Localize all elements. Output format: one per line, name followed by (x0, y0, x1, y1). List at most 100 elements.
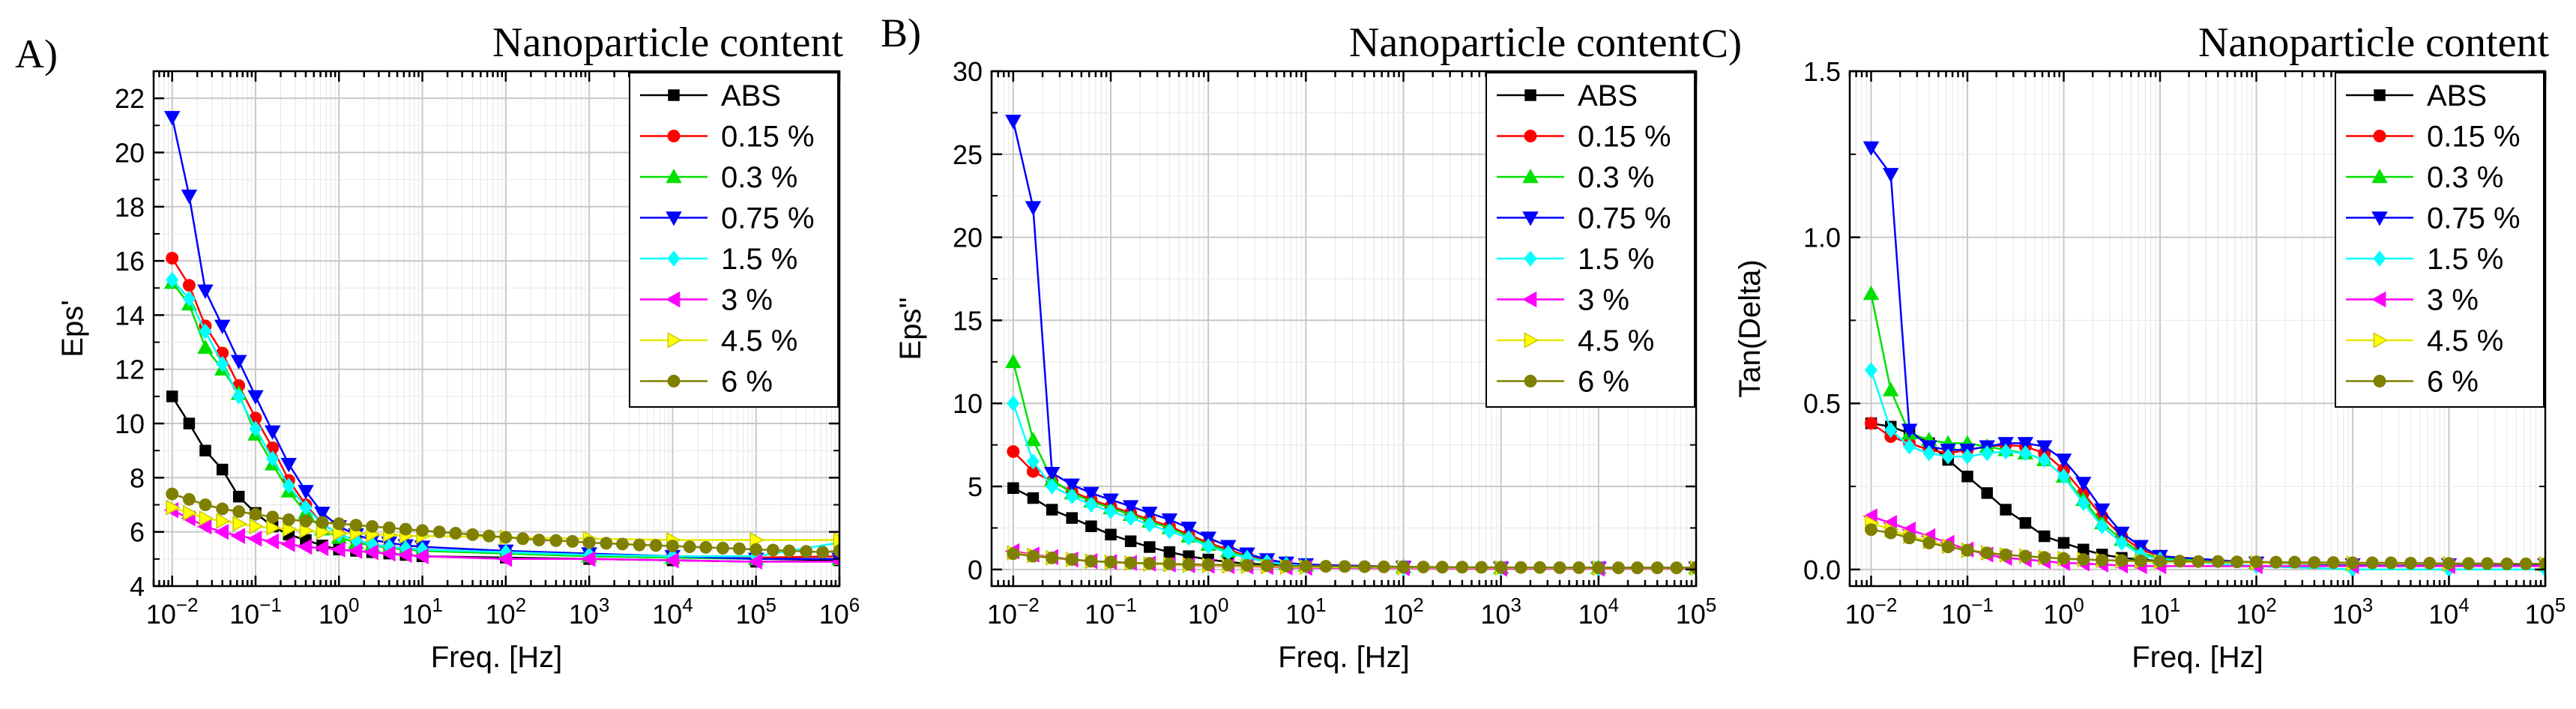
x-axis-label: Freq. [Hz] (2132, 641, 2263, 674)
legend-label: ABS (2427, 79, 2487, 112)
y-tick-label: 30 (953, 56, 983, 87)
data-point (499, 531, 513, 544)
legend-label: 0.15 % (2427, 121, 2521, 154)
data-point (1143, 516, 1156, 533)
legend-marker (1524, 250, 1537, 267)
data-point (1494, 561, 1508, 574)
y-tick-label: 1.0 (1803, 223, 1841, 253)
legend-item: 0.3 % (1497, 161, 1654, 194)
data-point (1143, 557, 1156, 570)
data-point (1161, 513, 1178, 528)
x-tick-label: 102 (486, 594, 527, 630)
data-point (1670, 561, 1683, 575)
x-tick-label: 10−2 (1845, 594, 1898, 630)
x-tick-label: 100 (1188, 594, 1229, 630)
panel-label: C) (1701, 21, 1742, 66)
y-axis-label: Tan(Delta) (1734, 259, 1767, 398)
x-tick-label: 104 (2428, 594, 2470, 630)
legend-item: 4.5 % (2346, 325, 2503, 357)
y-tick-label: 6 (130, 517, 145, 548)
data-point (1999, 443, 2012, 460)
data-point (364, 544, 378, 561)
data-point (1162, 557, 1176, 570)
data-point (166, 390, 178, 402)
data-point (1180, 522, 1197, 537)
data-point (1005, 353, 1022, 369)
data-point (1862, 285, 1880, 301)
data-point (266, 450, 280, 467)
data-point (2038, 451, 2051, 468)
data-point (1883, 381, 1899, 396)
panel-label: B) (881, 10, 921, 55)
data-point (1025, 431, 1042, 447)
x-tick-label: 10−1 (1085, 594, 1137, 630)
x-tick-label: 100 (2043, 594, 2084, 630)
data-point (2250, 555, 2263, 569)
legend-label: 4.5 % (721, 325, 797, 357)
data-point (347, 543, 363, 559)
data-point (1865, 523, 1877, 537)
data-point (280, 457, 297, 473)
data-point (1085, 496, 1098, 513)
data-point (432, 525, 446, 539)
data-point (2404, 556, 2417, 570)
data-point (1046, 478, 1059, 495)
chart-title: Nanoparticle content (1349, 19, 1700, 66)
data-point (230, 528, 245, 544)
data-point (1104, 503, 1117, 519)
chart-title: Nanoparticle content (492, 19, 843, 66)
data-point (1864, 362, 1878, 378)
data-point (1884, 422, 1898, 438)
legend-label: 0.75 % (1578, 202, 1671, 235)
legend-item: 1.5 % (640, 243, 797, 276)
data-point (1941, 448, 1955, 465)
legend-label: 6 % (2427, 366, 2479, 399)
data-point (600, 537, 613, 550)
legend-item: 0.3 % (2346, 161, 2503, 194)
data-point (181, 190, 198, 205)
legend-item: 0.75 % (1497, 202, 1671, 235)
legend-marker (2371, 169, 2388, 184)
data-point (249, 518, 264, 535)
data-point (1046, 551, 1059, 564)
legend-marker (667, 250, 681, 267)
legend-item: 0.75 % (640, 202, 815, 235)
data-point (1279, 559, 1293, 573)
y-tick-label: 5 (968, 471, 983, 502)
data-point (1358, 560, 1372, 573)
legend-item: ABS (2346, 79, 2487, 112)
data-point (216, 513, 231, 529)
x-tick-label: 103 (2332, 594, 2374, 630)
legend-item: 6 % (2346, 366, 2479, 399)
legend-item: 3 % (2346, 284, 2479, 317)
y-tick-label: 12 (115, 354, 145, 385)
legend-label: 4.5 % (1578, 325, 1654, 357)
data-point (1650, 561, 1664, 575)
data-point (2038, 530, 2051, 543)
data-point (449, 527, 462, 540)
legend-marker (1524, 89, 1536, 101)
panel-c: 0.0 0.5 1.0 1.5 10−2 10−1 100 101 102 103 104 105 Fr… (1701, 19, 2566, 674)
panel-label: A) (15, 31, 58, 76)
y-tick-label: 0 (968, 555, 983, 585)
data-point (1085, 520, 1097, 532)
data-point (216, 463, 229, 476)
y-tick-label: 15 (953, 305, 983, 336)
data-point (182, 279, 196, 292)
data-point (2115, 534, 2129, 552)
data-point (249, 420, 262, 437)
data-point (264, 533, 280, 550)
data-point (1182, 558, 1195, 571)
data-point (582, 536, 596, 549)
legend-marker (667, 375, 681, 387)
legend-label: 6 % (721, 366, 773, 399)
data-point (581, 551, 596, 567)
data-point (2017, 437, 2034, 452)
data-point (1397, 561, 1410, 573)
y-tick-label: 14 (115, 300, 145, 331)
data-point (1631, 561, 1644, 575)
data-point (1417, 561, 1430, 573)
data-point (716, 541, 729, 555)
data-point (1299, 559, 1312, 573)
data-point (516, 532, 530, 546)
